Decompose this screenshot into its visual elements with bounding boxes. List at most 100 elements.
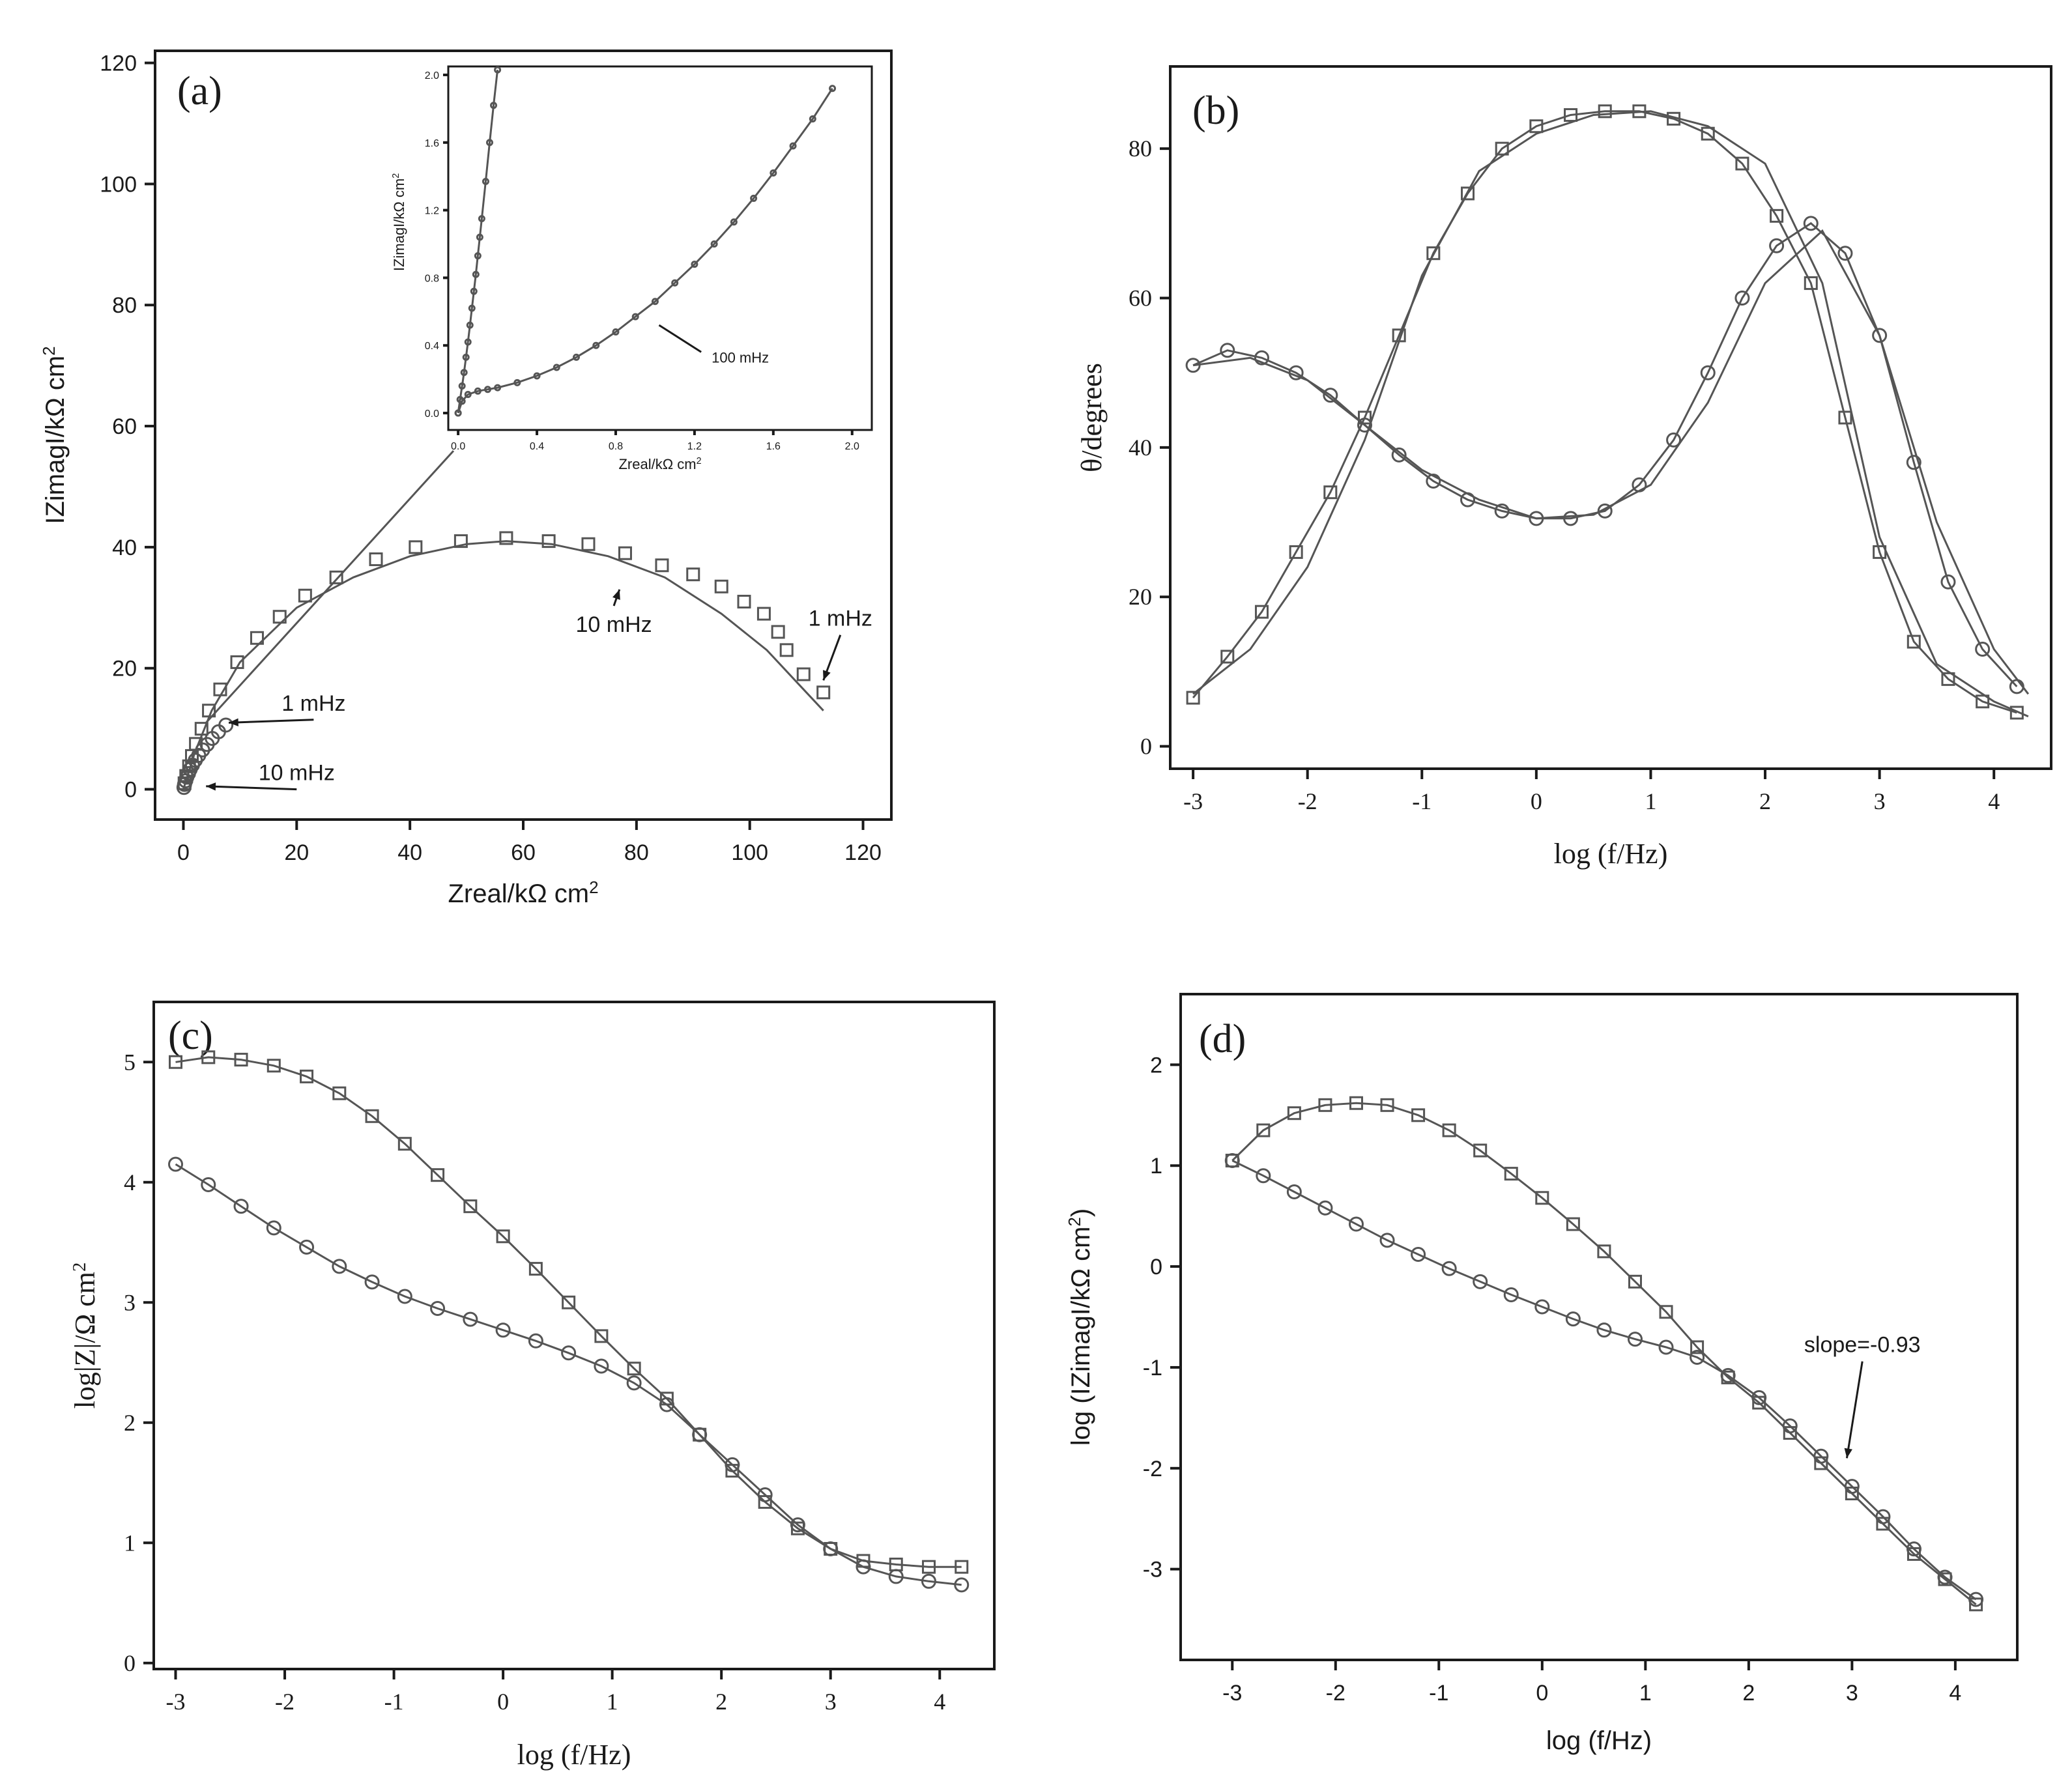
data-point-square (1907, 635, 1921, 649)
inset-steep-point (470, 287, 478, 295)
panel-a: 0 20 40 60 80 100 120 0 20 40 60 80 100 120 Zreal/kΩ c… (39, 50, 893, 908)
inset-steep-point (464, 338, 472, 346)
inset-steep-point (472, 270, 480, 278)
data-point-square (1701, 126, 1715, 141)
x-tick-label: -1 (1429, 1681, 1448, 1706)
data-point-circle (1224, 1153, 1240, 1168)
data-point-circle (1803, 216, 1819, 231)
inset-shallow-point (533, 372, 541, 380)
data-point-circle (1844, 1479, 1860, 1494)
x-tick-label: -1 (384, 1689, 404, 1715)
inset-y-axis-label: IZimagI/kΩ cm2 (391, 173, 407, 271)
data-point-square (686, 567, 700, 582)
data-point-square (397, 1137, 412, 1151)
data-point-circle (1441, 1261, 1457, 1276)
data-point-circle (1256, 1168, 1271, 1184)
x-tick-label: 0 (1531, 788, 1542, 814)
annotation-text: slope=-0.93 (1804, 1333, 1921, 1358)
plot-frame (1169, 65, 2052, 770)
arrow-head (823, 670, 831, 681)
data-point-square (714, 579, 728, 593)
inset-shallow-point (829, 85, 837, 93)
y-axis-label-text: log (IZimagI/kΩ cm (1067, 1227, 1095, 1446)
plot-frame (1179, 993, 2019, 1661)
y-tick-label: -3 (1143, 1558, 1162, 1582)
data-point-square (1287, 1106, 1301, 1121)
data-point-square (655, 558, 669, 573)
data-point-square (1495, 141, 1509, 156)
inset-steep-point (458, 382, 466, 390)
data-point-square (594, 1329, 609, 1343)
data-point-circle (594, 1358, 609, 1374)
data-point-circle (1906, 455, 1921, 470)
x-tick-label: 4 (934, 1689, 945, 1715)
inset-shallow-point (651, 298, 659, 306)
data-point-square (1659, 1305, 1673, 1319)
x-tick-label: 100 (731, 840, 768, 865)
y-axis-label-text: θ/degrees (1076, 363, 1108, 472)
data-point-circle (1534, 1299, 1550, 1315)
x-axis-label: Zreal/kΩ cm2 (448, 878, 598, 908)
data-point-square (1504, 1167, 1518, 1181)
inset-shallow-point (770, 169, 777, 177)
series-line (1192, 221, 2018, 687)
x-tick-label: -3 (1183, 788, 1203, 814)
inset-y-tick-label: 1.2 (425, 206, 439, 217)
y-axis-label-close: ) (1067, 1208, 1095, 1217)
x-axis-label-text: log (f/Hz) (517, 1739, 631, 1771)
x-tick-label: 1 (1639, 1681, 1652, 1706)
data-point-circle (495, 1322, 511, 1338)
y-tick-label: 60 (112, 414, 137, 439)
x-axis-label: log (f/Hz) (1546, 1726, 1652, 1755)
annotation: 1 mHz (809, 607, 872, 681)
data-point-circle (1357, 417, 1372, 433)
data-point-square (627, 1362, 641, 1376)
y-tick-label: 120 (100, 51, 137, 76)
y-axis-label-sup: 2 (1065, 1217, 1084, 1226)
data-point-square (1442, 1123, 1456, 1137)
x-axis-label-sup: 2 (589, 878, 598, 897)
data-point-circle (1700, 365, 1716, 380)
inset-x-tick-label: 2.0 (845, 441, 859, 452)
inset-shallow-point (454, 409, 462, 417)
x-tick-label: 80 (624, 840, 649, 865)
series-line (1192, 110, 2017, 714)
inset-shallow-point (494, 384, 502, 392)
annotation: 1 mHz (228, 691, 346, 727)
inset-steep-point (462, 353, 470, 361)
data-point-square (562, 1295, 576, 1309)
inset-shallow-point (458, 397, 466, 405)
data-point-circle (1565, 1311, 1581, 1327)
x-tick-label: 0 (1536, 1681, 1548, 1706)
x-axis-label-text: log (f/Hz) (1546, 1726, 1652, 1755)
inset-shallow-point (592, 341, 600, 349)
annotation-text: 1 mHz (809, 607, 872, 631)
y-axis-label-text: log|Z|/Ω cm (69, 1272, 101, 1408)
y-axis-label-sup: 2 (39, 346, 59, 355)
series-line (175, 1163, 962, 1586)
data-point-circle (1751, 1390, 1767, 1405)
series-fit (182, 540, 824, 790)
data-point-square (1289, 545, 1303, 559)
data-point-circle (1563, 511, 1579, 526)
data-point-square (541, 534, 556, 549)
annotation-text: 1 mHz (281, 691, 345, 716)
data-point-square (921, 1560, 936, 1574)
y-tick-label: -1 (1143, 1356, 1162, 1380)
data-point-square (1349, 1096, 1363, 1110)
inset-shallow-point (513, 378, 521, 386)
inset-steep-point (494, 66, 502, 74)
x-tick-label: 3 (825, 1689, 837, 1715)
x-tick-label: -2 (1298, 788, 1317, 814)
data-point-circle (1323, 388, 1338, 403)
x-tick-label: 1 (607, 1689, 618, 1715)
data-point-circle (201, 1177, 216, 1192)
series-squares (1186, 104, 2024, 720)
data-point-square (1566, 1217, 1580, 1231)
y-tick-label: 40 (112, 536, 137, 560)
data-point-square (581, 537, 596, 551)
data-point-circle (1769, 238, 1785, 253)
y-tick-label: 2 (1150, 1053, 1162, 1078)
inset-shallow-point (671, 279, 679, 287)
data-point-square (737, 595, 751, 609)
